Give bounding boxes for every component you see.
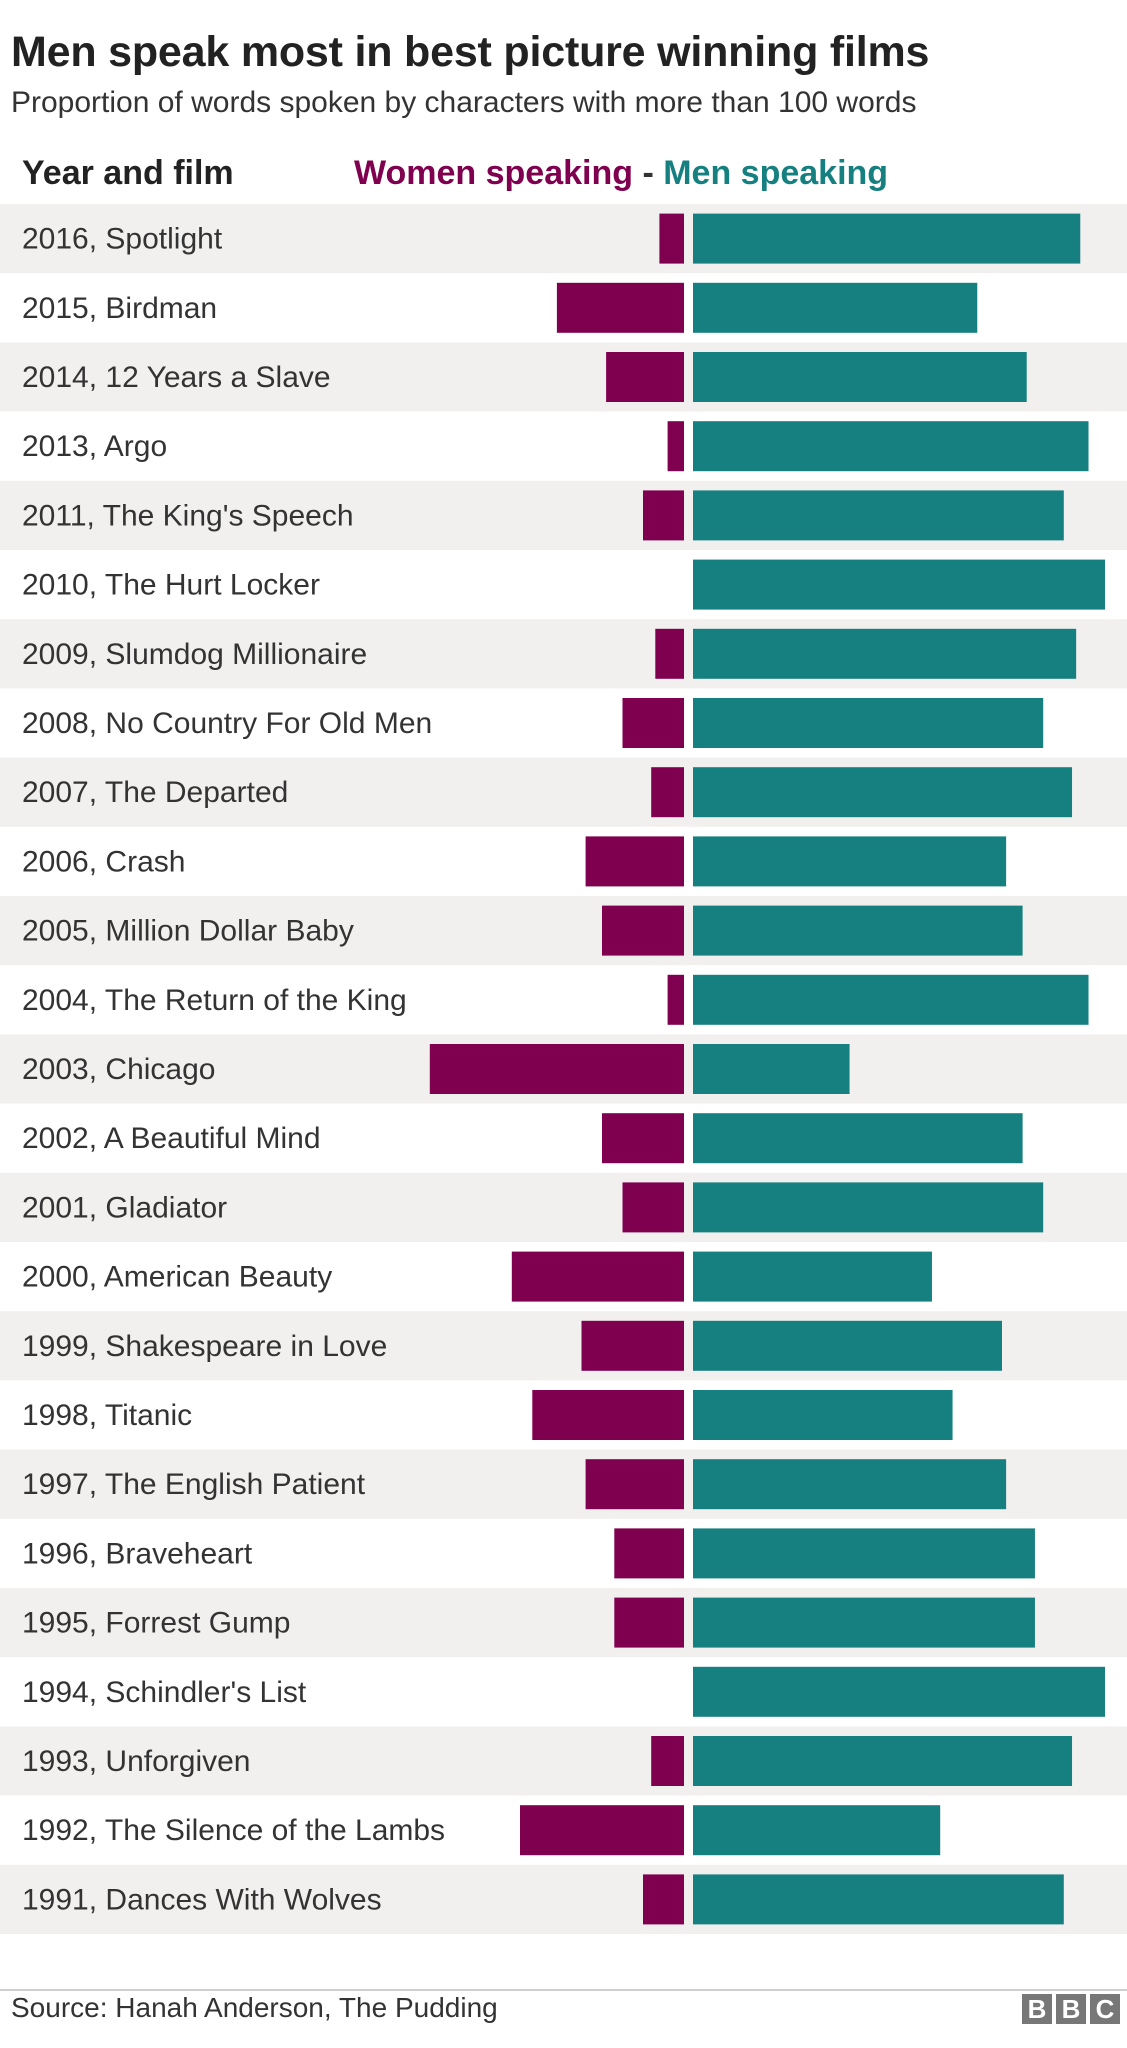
category-label: 2007, The Departed — [22, 776, 288, 809]
category-label: 2014, 12 Years a Slave — [22, 361, 331, 394]
legend-men: Men speaking — [663, 154, 889, 192]
bar-women — [585, 1459, 684, 1510]
bar-women — [429, 1044, 684, 1094]
bar-men — [693, 1874, 1064, 1925]
bar-men — [693, 628, 1077, 679]
category-label: 1996, Braveheart — [22, 1537, 253, 1570]
category-label: 2015, Birdman — [22, 292, 217, 325]
category-label: 1998, Titanic — [22, 1399, 192, 1432]
bar-men — [693, 905, 1023, 956]
category-label: 2002, A Beautiful Mind — [22, 1122, 321, 1155]
footer-divider — [0, 1989, 1127, 1991]
category-label: 2008, No Country For Old Men — [22, 707, 432, 740]
diverging-bar-chart: 2016, Spotlight 2015, Birdman 2014, 12 Yea… — [0, 204, 1127, 1934]
category-label: 2009, Slumdog Millionaire — [22, 638, 367, 671]
bar-women — [606, 352, 684, 402]
bar-women — [643, 490, 684, 541]
bar-women — [659, 213, 684, 264]
legend-women: Women speaking — [354, 154, 633, 192]
source-note: Source: Hanah Anderson, The Pudding — [11, 1992, 498, 2023]
bar-men — [693, 1320, 1002, 1371]
bbc-logo: B B C — [1022, 1994, 1120, 2024]
category-label: 1997, The English Patient — [22, 1468, 366, 1501]
bar-men — [693, 1805, 941, 1856]
bar-women — [622, 698, 684, 748]
bar-men — [693, 1459, 1007, 1510]
category-label: 1992, The Silence of the Lambs — [22, 1814, 445, 1847]
bar-women — [520, 1805, 684, 1856]
category-label: 1993, Unforgiven — [22, 1745, 251, 1778]
bar-women — [602, 1113, 684, 1164]
bar-men — [693, 974, 1089, 1025]
bar-men — [693, 421, 1089, 472]
bar-men — [693, 559, 1105, 610]
bbc-logo-letter: B — [1022, 1994, 1052, 2024]
bar-men — [693, 1528, 1035, 1579]
bbc-logo-letter: B — [1056, 1994, 1086, 2024]
category-label: 2004, The Return of the King — [22, 984, 407, 1017]
category-label: 2003, Chicago — [22, 1053, 215, 1086]
bar-men — [693, 1666, 1105, 1717]
bar-men — [693, 1182, 1044, 1233]
chart-subtitle: Proportion of words spoken by characters… — [11, 86, 917, 119]
bar-women — [622, 1182, 684, 1233]
category-label: 1991, Dances With Wolves — [22, 1883, 382, 1916]
bar-men — [693, 1390, 953, 1440]
bar-men — [693, 490, 1064, 541]
category-label: 2013, Argo — [22, 430, 167, 463]
bbc-logo-letter: C — [1090, 1994, 1120, 2024]
chart-title: Men speak most in best picture winning f… — [11, 28, 930, 76]
category-label: 2001, Gladiator — [22, 1191, 227, 1224]
bar-women — [643, 1874, 684, 1925]
bar-women — [585, 836, 684, 887]
bar-men — [693, 836, 1007, 887]
bar-women — [651, 767, 684, 818]
category-label: 2005, Million Dollar Baby — [22, 915, 354, 948]
bar-women — [556, 282, 684, 333]
category-label: 2006, Crash — [22, 845, 185, 878]
bar-women — [667, 421, 684, 472]
bar-women — [511, 1251, 684, 1302]
category-label: 2011, The King's Speech — [22, 499, 354, 532]
bar-women — [667, 974, 684, 1025]
bar-men — [693, 1597, 1035, 1648]
bar-men — [693, 767, 1073, 818]
bar-men — [693, 352, 1027, 402]
category-label: 1995, Forrest Gump — [22, 1607, 290, 1640]
bar-women — [602, 905, 684, 956]
column-header-year-film: Year and film — [22, 154, 234, 192]
bar-men — [693, 282, 978, 333]
category-label: 2010, The Hurt Locker — [22, 569, 320, 602]
legend: Women speaking - Men speaking — [354, 154, 888, 193]
bar-women — [614, 1528, 684, 1579]
bar-men — [693, 1251, 932, 1302]
bar-women — [581, 1320, 684, 1371]
bar-women — [532, 1390, 684, 1440]
bar-women — [655, 628, 684, 679]
category-label: 1994, Schindler's List — [22, 1676, 307, 1709]
bar-men — [693, 213, 1081, 264]
bar-men — [693, 1044, 850, 1094]
bar-women — [651, 1736, 684, 1786]
category-label: 2000, American Beauty — [22, 1261, 332, 1294]
bar-women — [614, 1597, 684, 1648]
legend-separator: - — [642, 154, 654, 192]
bar-men — [693, 698, 1044, 748]
category-label: 2016, Spotlight — [22, 223, 223, 256]
bar-men — [693, 1113, 1023, 1164]
bar-men — [693, 1736, 1073, 1786]
category-label: 1999, Shakespeare in Love — [22, 1330, 387, 1363]
